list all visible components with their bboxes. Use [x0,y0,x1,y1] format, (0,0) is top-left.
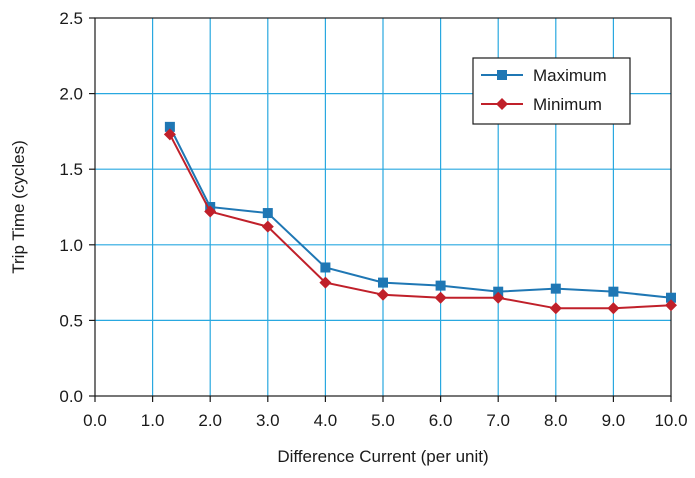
data-point [435,280,446,291]
series [163,121,677,315]
x-tick-label: 5.0 [371,411,395,430]
data-point [550,283,561,294]
data-point [666,292,676,303]
data-point [549,302,562,315]
legend-label: Maximum [533,66,607,85]
data-point [163,128,176,141]
axis-ticks: 0.0 1.0 2.0 3.0 4.0 5.0 6.0 7.0 8.0 9.0 10.0 0.0 0.5… [59,9,687,430]
legend-entry: Minimum [481,95,602,114]
x-tick-label: 0.0 [83,411,107,430]
x-tick-label: 1.0 [141,411,165,430]
data-point [607,302,620,315]
data-point [320,262,331,273]
y-tick-label: 2.0 [59,85,83,104]
data-point [319,276,332,289]
y-tick-label: 2.5 [59,9,83,28]
data-point [204,205,217,218]
data-point [434,291,447,304]
x-tick-label: 10.0 [654,411,687,430]
y-tick-label: 1.0 [59,236,83,255]
x-tick-label: 3.0 [256,411,280,430]
data-point [261,220,274,233]
y-tick-label: 0.0 [59,387,83,406]
data-point [378,277,388,288]
legend-marker [497,70,507,80]
x-tick-label: 4.0 [314,411,338,430]
series-line [168,133,672,310]
y-tick-label: 1.5 [59,160,83,179]
x-tick-label: 8.0 [544,411,568,430]
data-point [164,121,175,132]
y-tick-label: 0.5 [59,311,83,330]
legend-box [472,57,631,125]
legend-label: Minimum [533,95,602,114]
data-point [493,286,504,297]
data-point [665,299,677,312]
x-tick-label: 7.0 [486,411,510,430]
legend-marker [496,98,508,110]
data-point [377,288,389,301]
legend-entries: Maximum Minimum [481,66,607,114]
series-line [168,126,672,299]
data-point [262,208,273,219]
x-tick-label: 6.0 [429,411,453,430]
x-tick-label: 9.0 [602,411,626,430]
legend-entry: Maximum [481,66,607,85]
data-point [608,286,619,297]
x-axis-title: Difference Current (per unit) [277,447,488,466]
y-axis-title: Trip Time (cycles) [9,140,28,274]
series-maximum [164,121,676,303]
series-minimum [163,128,677,315]
legend: Maximum Minimum [472,57,631,125]
data-point [492,291,505,304]
x-tick-label: 2.0 [198,411,222,430]
